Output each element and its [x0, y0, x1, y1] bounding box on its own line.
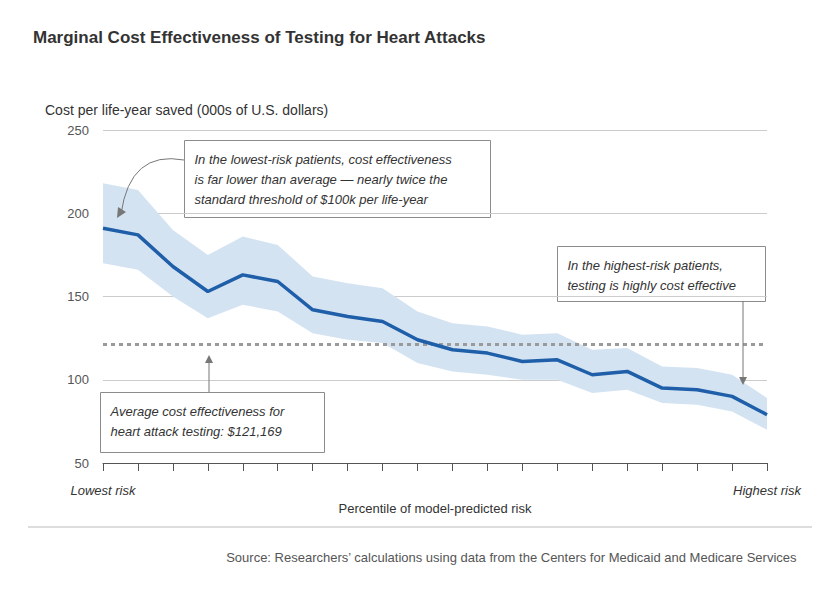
svg-text:Highest risk: Highest risk	[733, 483, 802, 498]
svg-text:Lowest risk: Lowest risk	[70, 483, 137, 498]
svg-text:testing is highly cost effecti: testing is highly cost effective	[568, 278, 736, 293]
svg-text:200: 200	[67, 206, 89, 221]
svg-text:Cost per life-year saved (000s: Cost per life-year saved (000s of U.S. d…	[45, 102, 328, 118]
svg-text:In the highest-risk patients,: In the highest-risk patients,	[568, 258, 723, 273]
svg-text:Average cost effectiveness for: Average cost effectiveness for	[110, 404, 286, 419]
svg-text:150: 150	[67, 289, 89, 304]
svg-text:In the lowest-risk patients, c: In the lowest-risk patients, cost effect…	[195, 152, 453, 167]
svg-text:heart attack testing: $121,169: heart attack testing: $121,169	[111, 424, 282, 439]
svg-text:Source: Researchers’ calculati: Source: Researchers’ calculations using …	[226, 550, 797, 565]
svg-text:standard threshold of $100k pe: standard threshold of $100k per life-yea…	[195, 192, 429, 207]
svg-text:Percentile of model-predicted: Percentile of model-predicted risk	[339, 501, 532, 516]
svg-text:250: 250	[67, 123, 89, 138]
svg-text:Marginal Cost Effectiveness of: Marginal Cost Effectiveness of Testing f…	[33, 28, 486, 47]
svg-text:100: 100	[67, 372, 89, 387]
svg-text:50: 50	[75, 456, 89, 471]
svg-text:is far lower than average — ne: is far lower than average — nearly twice…	[195, 172, 448, 187]
